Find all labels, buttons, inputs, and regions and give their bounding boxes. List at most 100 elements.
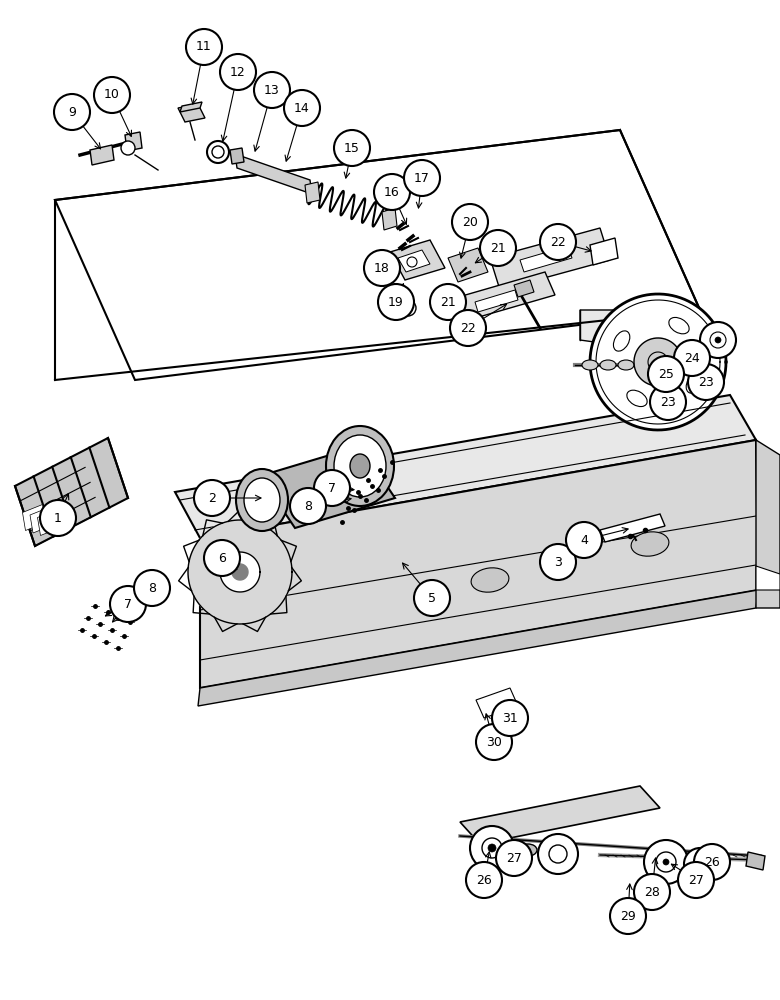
Circle shape — [378, 284, 414, 320]
Polygon shape — [23, 504, 45, 530]
Text: 24: 24 — [684, 352, 700, 364]
Circle shape — [452, 204, 488, 240]
Polygon shape — [756, 440, 780, 608]
Polygon shape — [175, 395, 756, 538]
Polygon shape — [600, 514, 665, 542]
Polygon shape — [455, 272, 555, 321]
Text: 15: 15 — [344, 141, 360, 154]
Circle shape — [212, 146, 224, 158]
Polygon shape — [180, 102, 202, 112]
Circle shape — [656, 852, 676, 872]
Text: 27: 27 — [688, 874, 704, 886]
Circle shape — [634, 874, 670, 910]
Circle shape — [650, 384, 686, 420]
Text: 18: 18 — [374, 261, 390, 274]
Text: 13: 13 — [264, 84, 280, 97]
Ellipse shape — [471, 568, 509, 592]
Circle shape — [476, 724, 512, 760]
Polygon shape — [756, 566, 780, 590]
Circle shape — [194, 480, 230, 516]
Polygon shape — [125, 132, 142, 151]
Circle shape — [549, 845, 567, 863]
Ellipse shape — [686, 373, 703, 393]
Circle shape — [134, 570, 170, 606]
Text: 16: 16 — [384, 186, 400, 198]
Circle shape — [644, 840, 688, 884]
Circle shape — [407, 257, 417, 267]
Polygon shape — [15, 438, 128, 546]
Text: 3: 3 — [554, 556, 562, 568]
Ellipse shape — [627, 390, 647, 407]
Circle shape — [674, 340, 710, 376]
Polygon shape — [260, 446, 395, 528]
Polygon shape — [390, 240, 445, 280]
Text: 21: 21 — [490, 241, 506, 254]
Polygon shape — [200, 440, 758, 688]
Polygon shape — [220, 552, 260, 592]
Circle shape — [314, 470, 350, 506]
Polygon shape — [30, 507, 53, 533]
Text: 14: 14 — [294, 102, 310, 114]
Circle shape — [610, 898, 646, 934]
Text: 1: 1 — [54, 512, 62, 524]
Circle shape — [688, 364, 724, 400]
Text: 7: 7 — [124, 597, 132, 610]
Circle shape — [700, 322, 736, 358]
Circle shape — [492, 700, 528, 736]
Text: 11: 11 — [196, 40, 212, 53]
Circle shape — [40, 500, 76, 536]
Ellipse shape — [236, 469, 288, 531]
Text: 9: 9 — [68, 105, 76, 118]
Polygon shape — [178, 104, 205, 122]
Circle shape — [540, 224, 576, 260]
Circle shape — [207, 141, 229, 163]
Polygon shape — [460, 786, 660, 844]
Text: 28: 28 — [644, 886, 660, 898]
Text: 22: 22 — [460, 322, 476, 334]
Text: 23: 23 — [660, 395, 676, 408]
Circle shape — [374, 174, 410, 210]
Ellipse shape — [618, 360, 634, 370]
Text: 8: 8 — [304, 499, 312, 512]
Polygon shape — [230, 148, 244, 164]
Text: 5: 5 — [428, 591, 436, 604]
Ellipse shape — [582, 360, 598, 370]
Text: 8: 8 — [148, 582, 156, 594]
Text: 7: 7 — [328, 482, 336, 494]
Text: 26: 26 — [704, 856, 720, 868]
Circle shape — [684, 848, 716, 880]
Circle shape — [254, 72, 290, 108]
Polygon shape — [580, 310, 700, 352]
Circle shape — [710, 332, 726, 348]
Polygon shape — [590, 294, 726, 430]
Text: 6: 6 — [218, 552, 226, 564]
Circle shape — [186, 29, 222, 65]
Text: 27: 27 — [506, 852, 522, 864]
Circle shape — [204, 540, 240, 576]
Circle shape — [715, 337, 721, 343]
Polygon shape — [514, 280, 534, 297]
Polygon shape — [634, 338, 682, 386]
Polygon shape — [398, 250, 430, 272]
Circle shape — [678, 862, 714, 898]
Text: 31: 31 — [502, 712, 518, 724]
Circle shape — [693, 857, 707, 871]
Circle shape — [496, 840, 532, 876]
Ellipse shape — [519, 844, 537, 856]
Polygon shape — [590, 238, 618, 265]
Ellipse shape — [613, 331, 629, 351]
Circle shape — [404, 160, 440, 196]
Text: 29: 29 — [620, 910, 636, 922]
Ellipse shape — [350, 454, 370, 478]
Circle shape — [466, 862, 502, 898]
Circle shape — [482, 838, 502, 858]
Circle shape — [480, 230, 516, 266]
Polygon shape — [382, 208, 397, 230]
Polygon shape — [37, 510, 61, 536]
Text: 21: 21 — [440, 296, 456, 308]
Text: 10: 10 — [104, 89, 120, 102]
Text: 17: 17 — [414, 172, 430, 184]
Polygon shape — [476, 688, 518, 718]
Circle shape — [284, 90, 320, 126]
Circle shape — [110, 586, 146, 622]
